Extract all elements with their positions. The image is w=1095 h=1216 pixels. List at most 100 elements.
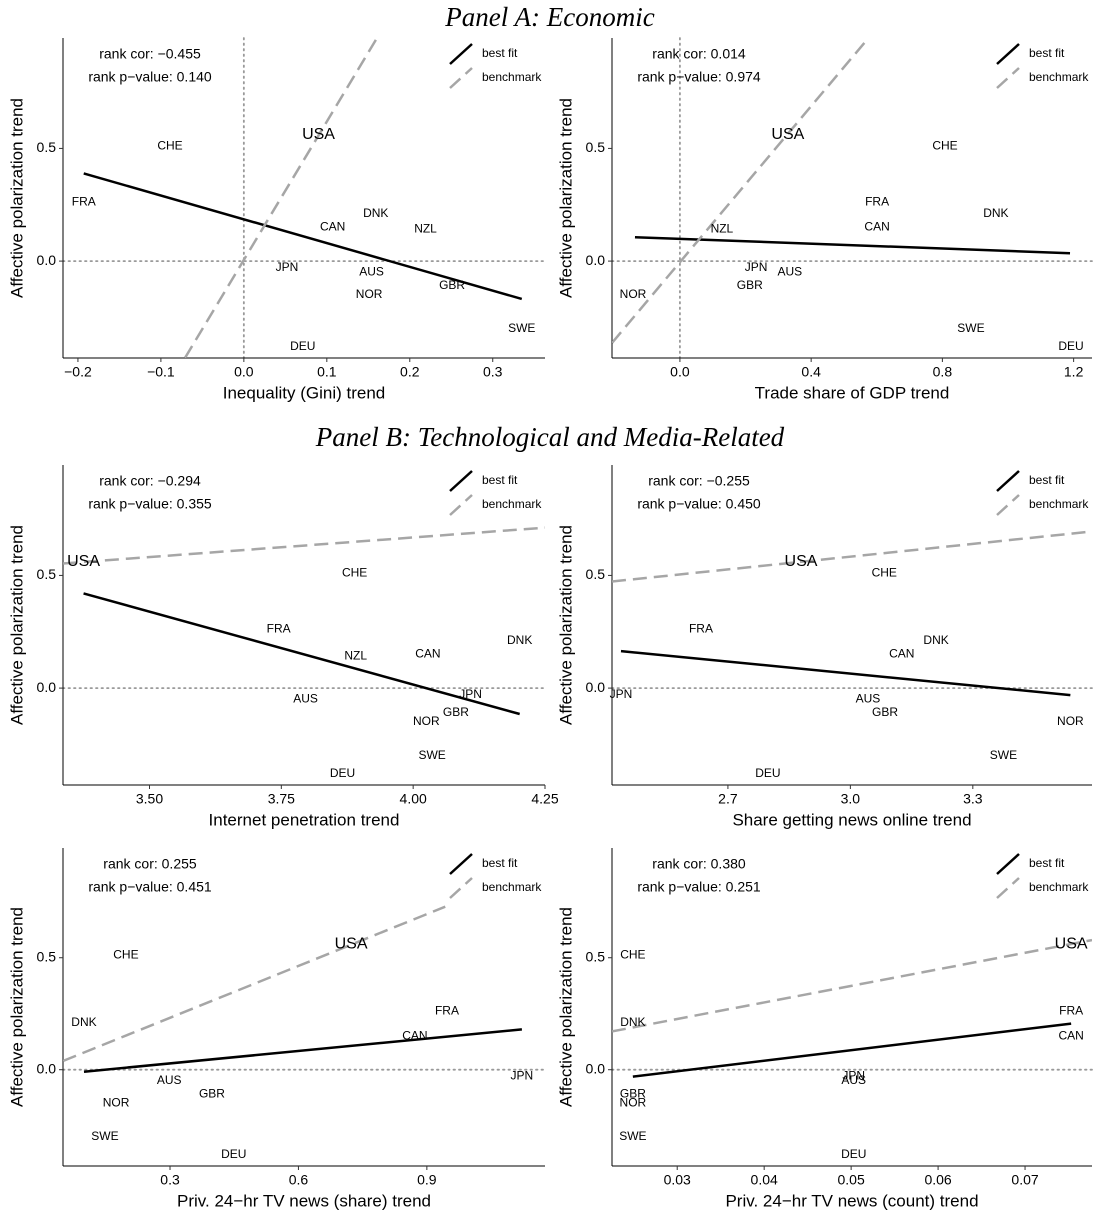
legend-key — [996, 853, 1020, 875]
y-tick-label: 0.5 — [37, 566, 57, 582]
point-label: CHE — [932, 138, 957, 152]
x-tick-label: 3.75 — [268, 791, 295, 807]
y-tick-label: 0.0 — [586, 252, 606, 268]
point-label: CHE — [113, 948, 138, 962]
x-tick-label: 0.3 — [483, 364, 503, 380]
y-tick-label: 0.5 — [37, 948, 57, 964]
point-label: DEU — [1058, 339, 1083, 353]
panel-title: Panel A: Economic — [444, 2, 654, 32]
fit-line — [612, 938, 1092, 1033]
legend-key — [996, 67, 1020, 89]
y-axis-title: Affective polarization trend — [7, 525, 26, 725]
legend-label: benchmark — [482, 880, 542, 894]
point-label: SWE — [957, 321, 984, 335]
legend-label: benchmark — [482, 497, 542, 511]
point-label: NOR — [356, 287, 383, 301]
point-label: DEU — [330, 766, 355, 780]
annotation: rank p−value: 0.140 — [88, 69, 212, 85]
point-label: SWE — [418, 748, 445, 762]
legend-label: best fit — [1029, 473, 1065, 487]
point-label: NZL — [414, 222, 437, 236]
chart: 2.7 3.0 3.3 0.0 0.5 Share getting news online… — [556, 465, 1093, 829]
x-tick-label: 0.0 — [670, 364, 690, 380]
annotation: rank cor: 0.380 — [652, 856, 746, 872]
point-label: NOR — [413, 714, 440, 728]
legend-key — [996, 43, 1020, 65]
point-label: USA — [67, 553, 100, 570]
x-tick-label: 0.8 — [933, 364, 953, 380]
y-tick-label: 0.0 — [586, 1060, 606, 1076]
point-label: DEU — [841, 1147, 866, 1161]
point-label: AUS — [293, 692, 318, 706]
point-label: SWE — [508, 321, 535, 335]
y-axis-title: Affective polarization trend — [556, 98, 575, 298]
y-tick-label: 0.5 — [586, 566, 606, 582]
plot-area — [63, 905, 523, 1073]
annotation: rank cor: −0.455 — [99, 46, 201, 62]
point-label: SWE — [91, 1129, 118, 1143]
y-axis-title: Affective polarization trend — [7, 907, 26, 1107]
point-label: USA — [1055, 936, 1088, 953]
chart: −0.2 −0.1 0.0 0.1 0.2 0.3 0.0 0.5 Inequality (Gi… — [7, 37, 546, 402]
x-tick-label: 3.3 — [963, 791, 983, 807]
legend-key — [449, 853, 473, 875]
panel-title: Panel B: Technological and Media-Related — [315, 422, 785, 452]
legend-key — [449, 470, 473, 492]
point-label: USA — [302, 126, 335, 143]
point-label: JPN — [842, 1069, 865, 1083]
y-tick-label: 0.0 — [37, 252, 57, 268]
x-axis-title: Inequality (Gini) trend — [223, 383, 386, 402]
legend-label: benchmark — [1029, 497, 1089, 511]
legend-key — [996, 877, 1020, 899]
point-label: JPN — [745, 260, 768, 274]
legend-label: best fit — [482, 856, 518, 870]
annotation: rank p−value: 0.450 — [637, 496, 761, 512]
legend-key — [996, 470, 1020, 492]
fit-line — [634, 235, 1071, 255]
point-label: DEU — [755, 766, 780, 780]
y-tick-label: 0.0 — [586, 679, 606, 695]
legend-key — [449, 877, 473, 899]
point-label: AUS — [157, 1073, 182, 1087]
point-label: DNK — [71, 1015, 96, 1029]
legend-label: best fit — [1029, 856, 1065, 870]
y-tick-label: 0.0 — [37, 1060, 57, 1076]
chart: 0.3 0.6 0.9 0.0 0.5 Priv. 24−hr TV news (shar… — [7, 848, 546, 1210]
point-label: GBR — [439, 278, 465, 292]
point-label: NZL — [711, 222, 734, 236]
x-tick-label: 0.06 — [924, 1172, 951, 1188]
plot-area — [83, 38, 523, 358]
point-label: SWE — [990, 748, 1017, 762]
x-tick-label: −0.1 — [147, 364, 175, 380]
point-label: CAN — [320, 219, 345, 233]
plot-area — [612, 938, 1092, 1078]
fit-line — [183, 38, 378, 358]
x-axis-title: Priv. 24−hr TV news (share) trend — [177, 1191, 431, 1210]
x-tick-label: 0.03 — [664, 1172, 691, 1188]
point-label: NZL — [344, 649, 367, 663]
x-tick-label: 4.25 — [531, 791, 558, 807]
point-label: FRA — [689, 622, 713, 636]
point-label: SWE — [619, 1129, 646, 1143]
x-tick-label: 4.00 — [400, 791, 427, 807]
chart: 0.0 0.4 0.8 1.2 0.0 0.5 Trade share of GDP tre… — [556, 37, 1093, 402]
y-axis-title: Affective polarization trend — [7, 98, 26, 298]
x-tick-label: 0.2 — [400, 364, 420, 380]
legend-label: benchmark — [1029, 880, 1089, 894]
annotation: rank p−value: 0.355 — [88, 496, 212, 512]
point-label: JPN — [610, 687, 633, 701]
point-label: NOR — [620, 1095, 647, 1109]
fit-line — [83, 592, 521, 716]
point-label: CAN — [864, 219, 889, 233]
plot-area — [612, 38, 1071, 344]
y-tick-label: 0.5 — [586, 139, 606, 155]
chart: 3.50 3.75 4.00 4.25 0.0 0.5 Internet penetrati… — [7, 465, 559, 829]
point-label: GBR — [199, 1087, 225, 1101]
fit-line — [83, 172, 523, 301]
x-tick-label: 3.0 — [841, 791, 861, 807]
annotation: rank p−value: 0.974 — [637, 69, 761, 85]
point-label: AUS — [777, 265, 802, 279]
point-label: DNK — [923, 633, 948, 647]
x-axis-title: Trade share of GDP trend — [755, 383, 950, 402]
